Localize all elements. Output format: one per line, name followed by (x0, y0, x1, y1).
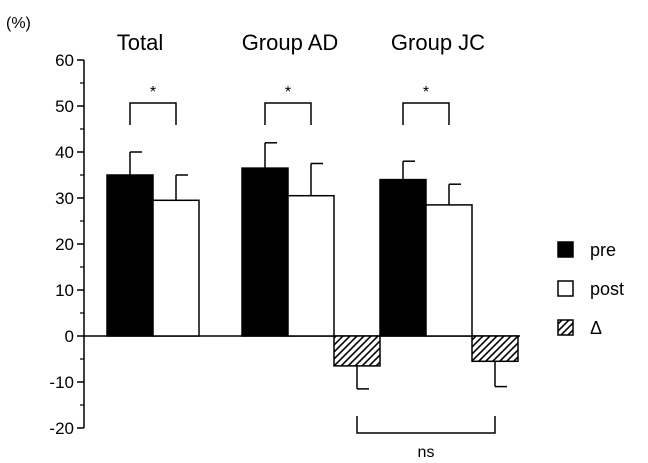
y-unit-label: (%) (6, 15, 31, 32)
legend-swatch-delta (557, 319, 574, 336)
significance-label: * (423, 84, 429, 101)
legend-swatch-post (557, 280, 574, 297)
significance-bracket (264, 102, 312, 125)
y-tick-label: 20 (55, 235, 74, 254)
significance-bracket (402, 102, 450, 125)
bar-delta (471, 335, 519, 363)
group-label: Group AD (242, 30, 339, 55)
significance-label: * (285, 84, 291, 101)
group-label: Total (117, 30, 163, 55)
bar-pre (241, 167, 289, 337)
between-group-bracket (356, 416, 496, 434)
legend-label-delta: Δ (590, 318, 602, 338)
legend-label-pre: pre (590, 240, 616, 260)
bar-delta (333, 335, 381, 367)
y-tick-label: 60 (55, 51, 74, 70)
y-tick-label: 30 (55, 189, 74, 208)
y-tick-label: 10 (55, 281, 74, 300)
legend-label-post: post (590, 279, 624, 299)
legend-swatch-pre (557, 241, 574, 258)
bars (106, 142, 519, 390)
significance-label: * (150, 84, 156, 101)
legend: pre post Δ (557, 240, 624, 338)
y-tick-label: 40 (55, 143, 74, 162)
significance-brackets: * * * ns (129, 84, 496, 461)
bar-post (287, 194, 335, 337)
y-tick-label: -10 (49, 373, 74, 392)
bar-post (425, 204, 473, 337)
between-group-label: ns (418, 444, 435, 461)
y-tick-label: 50 (55, 97, 74, 116)
group-labels: Total Group AD Group JC (117, 30, 485, 55)
y-tick-label: 0 (65, 327, 74, 346)
group-label: Group JC (391, 30, 485, 55)
bar-pre (379, 178, 427, 337)
bar-pre (106, 174, 154, 337)
y-tick-label: -20 (49, 419, 74, 438)
bar-post (152, 199, 200, 337)
significance-bracket (129, 102, 177, 125)
